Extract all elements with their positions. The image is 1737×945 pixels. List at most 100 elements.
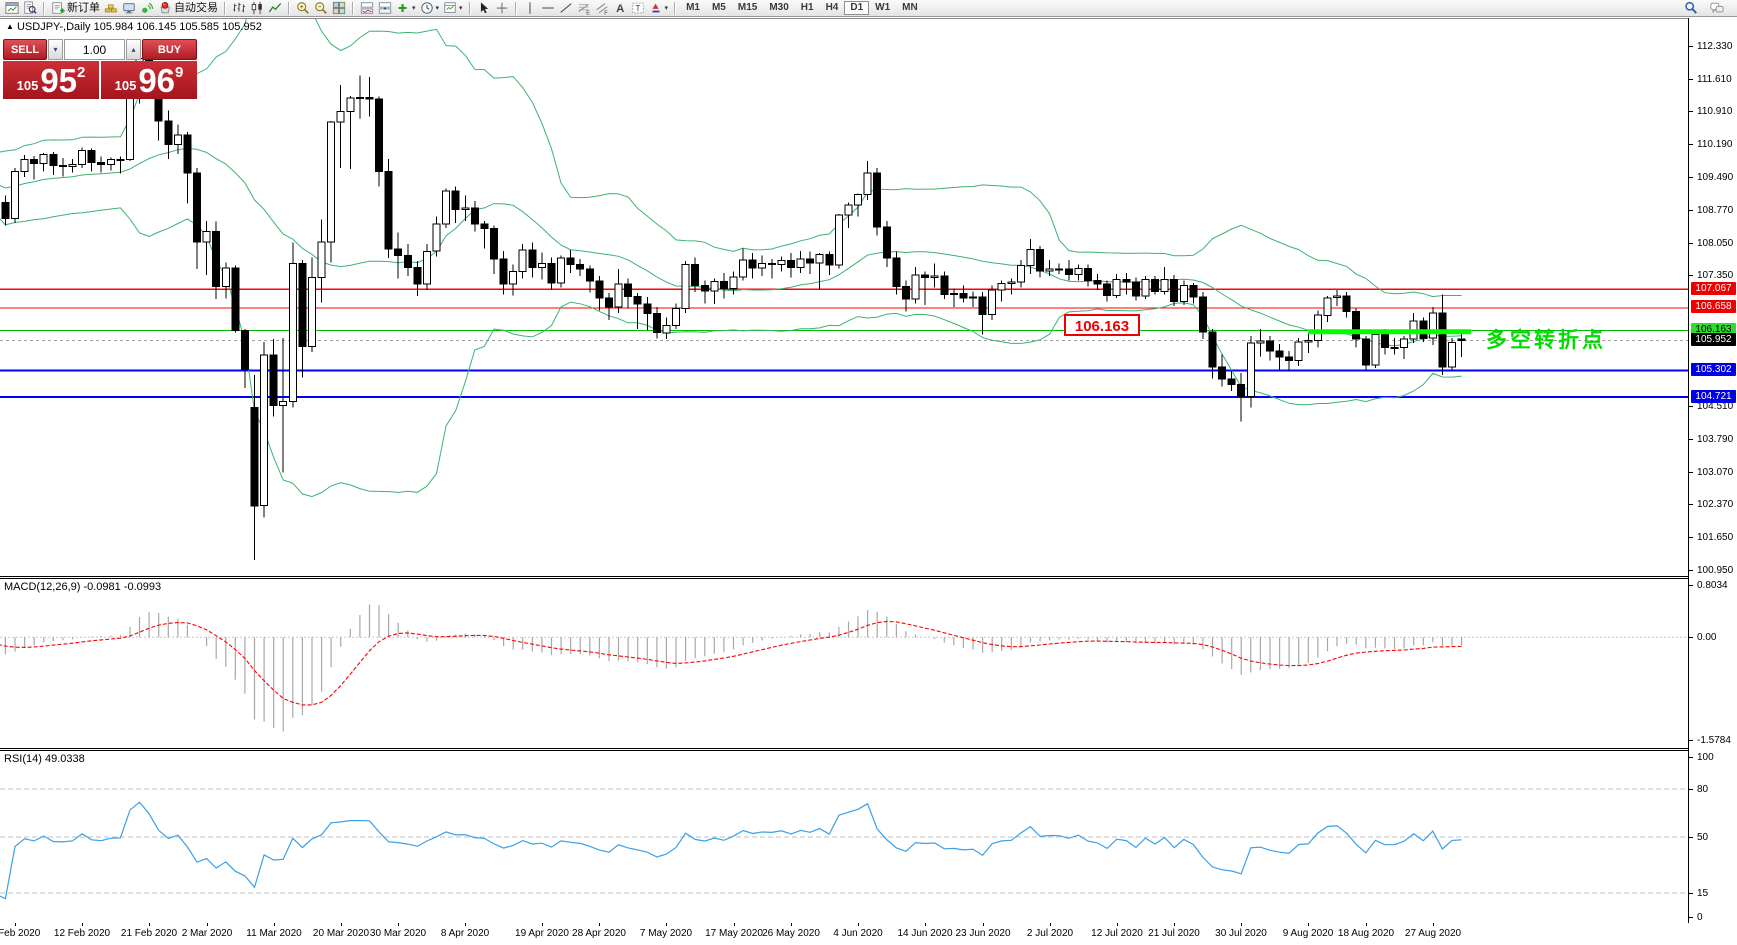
arrows-tool-button[interactable]: ▾ xyxy=(647,1,671,16)
price-axis[interactable]: 112.330 111.610 110.910 110.190 109.490 108.7… xyxy=(1688,18,1737,923)
indicator-pane2-button[interactable] xyxy=(376,1,394,16)
volume-input[interactable]: 1.00 xyxy=(64,39,125,60)
bars-chart-button[interactable] xyxy=(230,1,248,16)
candle-body xyxy=(260,354,269,507)
volume-increase-button[interactable]: ▴ xyxy=(126,39,141,60)
gold-button[interactable] xyxy=(102,1,120,16)
search-button[interactable] xyxy=(1682,1,1700,16)
candle-body xyxy=(624,283,633,297)
pane-splitter[interactable] xyxy=(0,576,1688,579)
cursor-icon xyxy=(477,1,491,15)
line-chart-icon xyxy=(268,1,282,15)
volume-decrease-button[interactable]: ▾ xyxy=(48,39,63,60)
channel-button[interactable]: F xyxy=(593,1,611,16)
candle-body xyxy=(969,296,977,299)
indicator-pane-button[interactable] xyxy=(358,1,376,16)
hline-button[interactable] xyxy=(539,1,557,16)
sell-price-display[interactable]: 105 95 2 xyxy=(3,61,99,99)
axis-tick-mark xyxy=(1689,275,1693,276)
collapse-panel-icon[interactable]: ▲ xyxy=(6,22,14,31)
axis-tick-mark xyxy=(542,923,543,926)
new-order-button[interactable]: 新订单 xyxy=(49,1,102,16)
vline-button[interactable] xyxy=(521,1,539,16)
zoom-out-button[interactable] xyxy=(312,1,330,16)
trendline-button[interactable] xyxy=(557,1,575,16)
candle-body xyxy=(212,231,221,287)
timeframe-h4-button[interactable]: H4 xyxy=(825,2,839,13)
macd-pane[interactable] xyxy=(0,579,1688,748)
fibo-button[interactable]: E xyxy=(575,1,593,16)
crosshair-button[interactable] xyxy=(493,1,511,16)
buy-price-pips: 96 xyxy=(138,62,176,99)
toolbar-separator xyxy=(674,1,677,15)
market-watch-button[interactable] xyxy=(21,1,39,16)
candle-body xyxy=(547,263,556,284)
price-flag: 106.658 xyxy=(1691,300,1736,313)
timeframe-mn-button[interactable]: MN xyxy=(902,2,918,13)
candle-body xyxy=(921,274,930,279)
timeframe-m5-button[interactable]: M5 xyxy=(711,2,726,13)
chat-button[interactable] xyxy=(1708,1,1726,16)
candle-body xyxy=(1151,278,1159,292)
arrows-tool-icon xyxy=(649,1,663,15)
candle-body xyxy=(250,406,259,507)
candle-body xyxy=(844,204,853,216)
line-chart-button[interactable] xyxy=(266,1,284,16)
terminal-button[interactable] xyxy=(120,1,138,16)
axis-tick-mark xyxy=(1241,923,1242,926)
axis-tick-mark xyxy=(1689,637,1693,638)
label-tool-button[interactable]: T xyxy=(629,1,647,16)
autotrade-button[interactable]: 自动交易 xyxy=(156,1,220,16)
rsi-pane[interactable] xyxy=(0,751,1688,924)
timeframe-d1-button[interactable]: D1 xyxy=(844,1,870,15)
price-axis-tick: 15 xyxy=(1697,888,1709,899)
chart-window-button[interactable] xyxy=(3,1,21,16)
zoom-in-button[interactable] xyxy=(294,1,312,16)
add-indicator-button[interactable]: ▾ xyxy=(394,1,418,16)
axis-tick-mark xyxy=(1689,472,1693,473)
timeframe-m1-button[interactable]: M1 xyxy=(686,2,700,13)
timeframe-m30-button[interactable]: M30 xyxy=(769,2,789,13)
price-callout-box[interactable]: 106.163 xyxy=(1064,314,1140,336)
candle-body xyxy=(1122,278,1131,283)
axis-tick-mark xyxy=(1689,111,1693,112)
clock-button[interactable]: ▾ xyxy=(418,1,442,16)
candle-body xyxy=(1237,383,1246,398)
candle-body xyxy=(901,286,910,300)
rsi-indicator-label: RSI(14) 49.0338 xyxy=(4,753,85,765)
date-axis-tick: 21 Jul 2020 xyxy=(1148,928,1200,939)
candles-chart-button[interactable] xyxy=(248,1,266,16)
candle-body xyxy=(1246,342,1255,398)
one-click-trading-panel: SELL ▾ 1.00 ▴ BUY 105 95 2 105 96 9 xyxy=(3,39,197,99)
timeframe-w1-button[interactable]: W1 xyxy=(875,2,891,13)
candle-body xyxy=(719,281,728,290)
price-axis-tick: 107.350 xyxy=(1697,270,1734,281)
buy-price-display[interactable]: 105 96 9 xyxy=(101,61,197,99)
timeframe-m15-button[interactable]: M15 xyxy=(737,2,758,13)
price-axis-tick: 108.050 xyxy=(1697,238,1734,249)
candle-body xyxy=(384,171,393,250)
templates-button[interactable]: ▾ xyxy=(441,1,465,16)
hline-icon xyxy=(541,1,555,15)
buy-button[interactable]: BUY xyxy=(142,39,197,60)
timeframe-h1-button[interactable]: H1 xyxy=(800,2,814,13)
candle-body xyxy=(422,250,431,285)
candle-body xyxy=(509,271,518,285)
price-chart-pane[interactable] xyxy=(0,18,1688,577)
sell-price-big-figure: 105 xyxy=(16,78,39,93)
axis-tick-mark xyxy=(1366,923,1367,926)
candle-body xyxy=(193,172,201,243)
axis-tick-mark xyxy=(858,923,859,926)
candle-body xyxy=(605,297,613,308)
cursor-button[interactable] xyxy=(475,1,493,16)
pane-splitter[interactable] xyxy=(0,748,1688,751)
text-tool-button[interactable]: A xyxy=(611,1,629,16)
candle-body xyxy=(1304,340,1313,343)
axis-tick-mark xyxy=(398,923,399,926)
sell-button[interactable]: SELL xyxy=(3,39,47,60)
tile-windows-button[interactable] xyxy=(330,1,348,16)
pivot-annotation-text[interactable]: 多空转折点 xyxy=(1486,329,1606,352)
signal-button[interactable] xyxy=(138,1,156,16)
